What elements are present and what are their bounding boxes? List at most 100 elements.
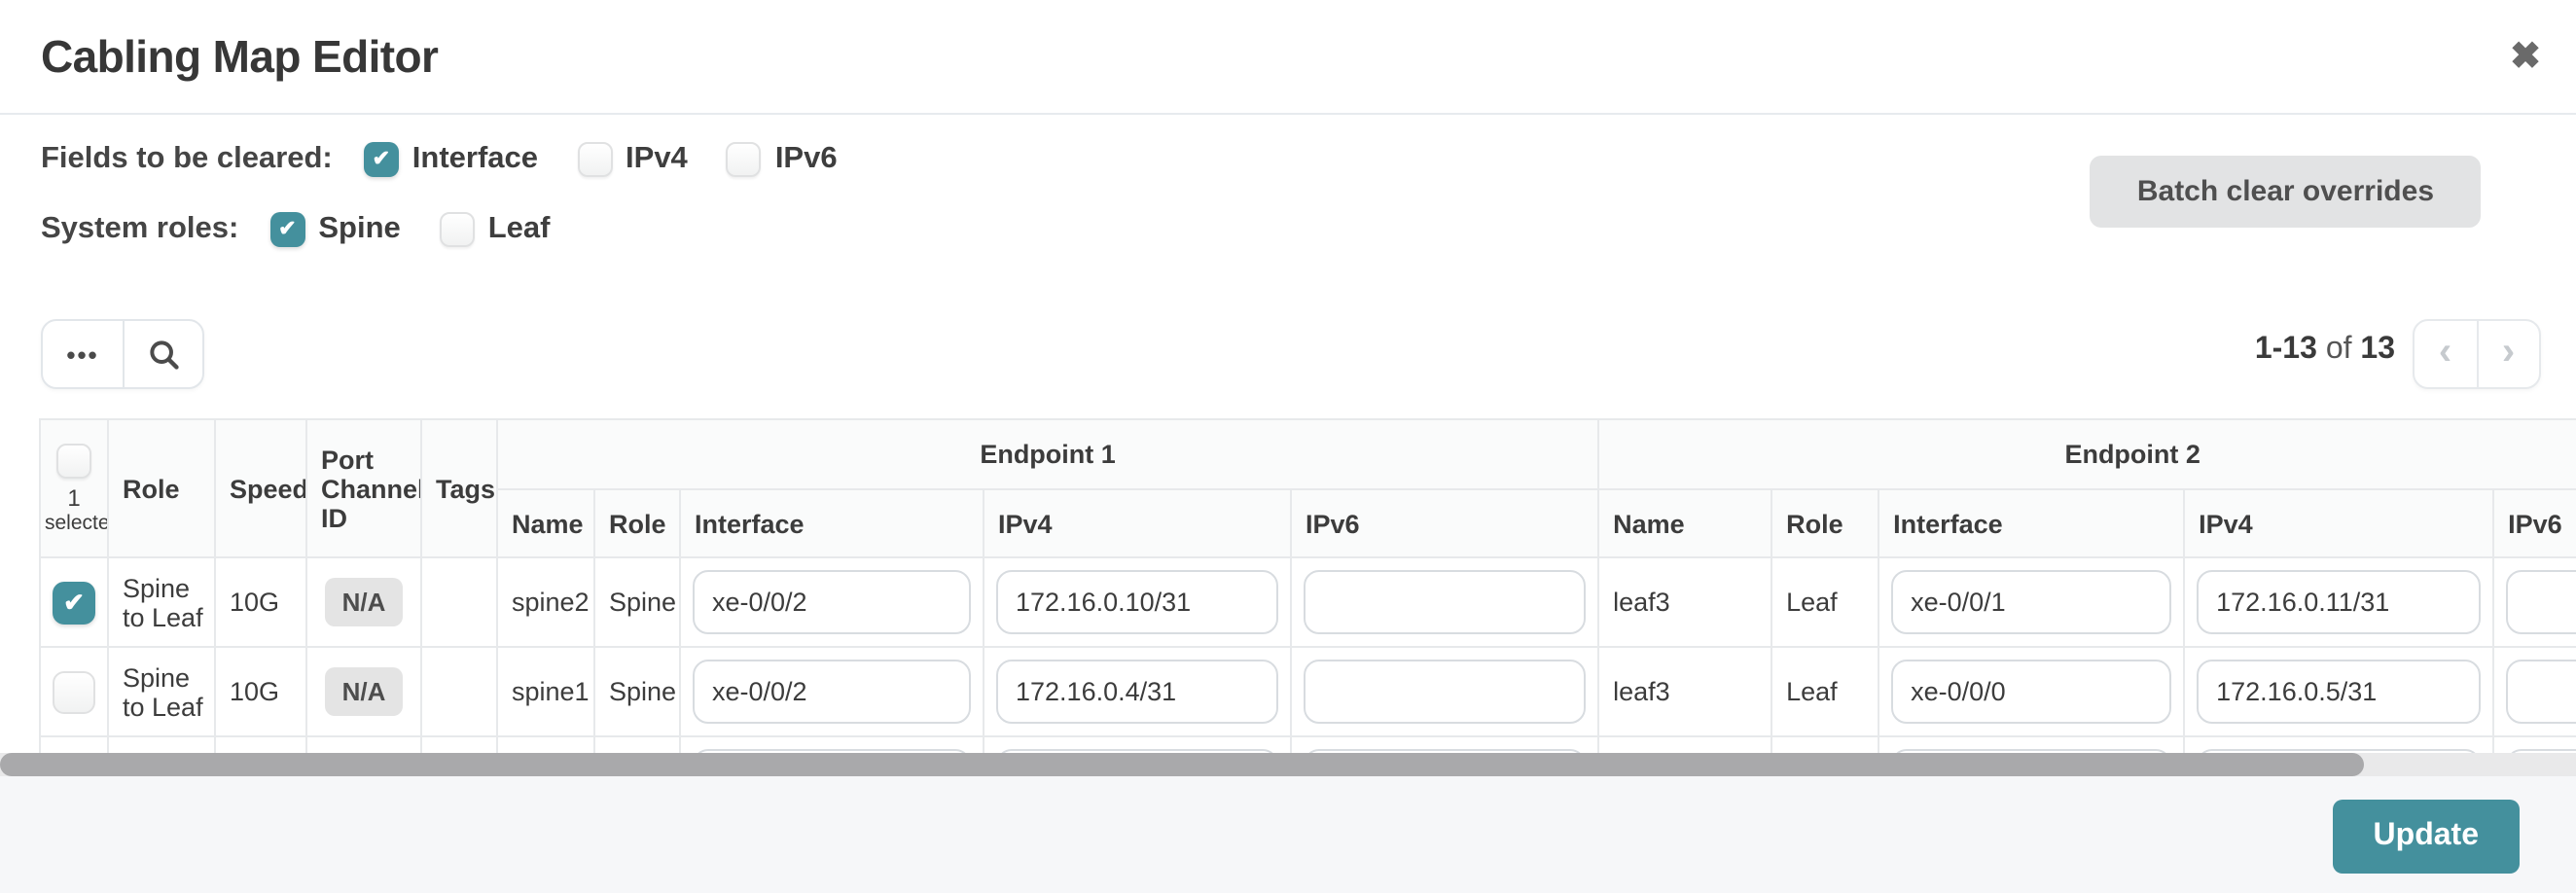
pagination-range: 1-13: [2254, 333, 2317, 366]
na-badge: N/A: [324, 578, 404, 626]
select-all-header: 1 selected: [39, 418, 109, 558]
interface-checkbox[interactable]: ✔: [363, 142, 399, 177]
tags-cell: [420, 735, 498, 753]
ep2-interface-cell: [1878, 556, 2186, 648]
pagination-total: 13: [2360, 333, 2395, 366]
tags-cell: [420, 646, 498, 737]
ep2-ipv6-input[interactable]: [2506, 660, 2576, 724]
checkbox-ipv6[interactable]: IPv6: [726, 142, 838, 177]
pagination-info: 1-13 of 13: [2255, 333, 2395, 368]
column-header-speed: Speed: [214, 418, 307, 558]
selected-count: 1: [67, 483, 81, 512]
ep2-role-cell: [1771, 735, 1880, 753]
speed-cell: 10G: [214, 556, 307, 648]
more-options-button[interactable]: •••: [43, 321, 123, 387]
ep2-ipv4-cell: [2183, 556, 2495, 648]
ep2-ipv4-cell: [2183, 735, 2495, 753]
modal-header: Cabling Map Editor ✖: [0, 0, 2576, 115]
ep2-interface-input[interactable]: [1891, 660, 2172, 724]
selected-word: selected: [45, 511, 106, 535]
search-button[interactable]: [123, 321, 202, 387]
ep1-ipv4-input[interactable]: [996, 660, 1278, 724]
ep2-interface-cell: [1878, 735, 2186, 753]
check-icon: ✔: [63, 588, 85, 617]
ep1-ipv4-cell: [983, 735, 1292, 753]
checkbox-ipv4[interactable]: IPv4: [577, 142, 688, 177]
next-page-button[interactable]: ›: [2476, 321, 2539, 387]
ep2-interface-input[interactable]: [1891, 570, 2172, 634]
table-sub-header-row: Name Role Interface IPv4 IPv6 Name Role …: [40, 488, 2576, 558]
ep1-name-cell: [496, 735, 595, 753]
ep2-header-ipv6: IPv6: [2492, 488, 2576, 558]
table-group-header-row: 1 selected Role Speed Port Channel ID Ta…: [39, 418, 2576, 558]
ep1-interface-input[interactable]: [693, 660, 971, 724]
checkbox-leaf[interactable]: Leaf: [439, 212, 551, 247]
table-toolbar: •••: [41, 319, 204, 389]
ep2-ipv4-cell: [2183, 646, 2495, 737]
row-select-cell: ✔: [39, 556, 109, 648]
ep2-ipv4-input[interactable]: [2197, 660, 2482, 724]
checkbox-spine[interactable]: ✔ Spine: [269, 212, 401, 247]
ep1-role-cell: Spine: [593, 556, 681, 648]
filter-controls: Fields to be cleared: ✔ Interface IPv4 I…: [41, 140, 877, 280]
batch-clear-overrides-button[interactable]: Batch clear overrides: [2090, 156, 2481, 228]
row-checkbox[interactable]: [53, 670, 95, 713]
ep1-ipv6-input[interactable]: [1304, 570, 1587, 634]
row-checkbox[interactable]: ✔: [53, 581, 95, 624]
ep1-interface-cell: [679, 646, 984, 737]
ipv6-checkbox[interactable]: [726, 142, 762, 177]
cabling-table-viewport: 1 selected Role Speed Port Channel ID Ta…: [39, 418, 2576, 753]
speed-cell: [214, 735, 307, 753]
fields-to-clear-row: Fields to be cleared: ✔ Interface IPv4 I…: [41, 140, 877, 179]
ep1-interface-cell: [679, 556, 984, 648]
column-header-port-channel-id: Port Channel ID: [305, 418, 422, 558]
column-header-tags: Tags: [420, 418, 498, 558]
ep2-name-cell: leaf3: [1597, 556, 1773, 648]
group-header-endpoint-2: Endpoint 2: [1597, 418, 2576, 490]
table-row: ✔ Spine to Leaf 10G N/A spine2 Spine lea…: [39, 556, 2576, 648]
ep2-ipv4-input[interactable]: [2197, 570, 2482, 634]
ep1-header-ipv4: IPv4: [983, 488, 1292, 558]
ep1-interface-cell: [679, 735, 984, 753]
ep1-ipv6-input[interactable]: [1304, 660, 1587, 724]
ep1-ipv6-cell: [1289, 646, 1600, 737]
ep1-interface-input[interactable]: [693, 570, 971, 634]
chevron-left-icon: ‹: [2438, 331, 2452, 374]
ipv4-checkbox[interactable]: [577, 142, 613, 177]
fields-to-clear-label: Fields to be cleared:: [41, 142, 333, 175]
leaf-checkbox[interactable]: [439, 212, 475, 247]
horizontal-scrollbar-thumb[interactable]: [0, 753, 2364, 776]
ep2-ipv6-input[interactable]: [2506, 570, 2576, 634]
page-title: Cabling Map Editor: [41, 30, 439, 81]
role-cell: Spine to Leaf: [107, 556, 216, 648]
row-select-cell: [39, 646, 109, 737]
ep1-ipv6-cell: [1289, 556, 1600, 648]
role-cell: Spine to Leaf: [107, 646, 216, 737]
ep1-header-name: Name: [496, 488, 595, 558]
pagination-of: of: [2325, 333, 2352, 366]
system-roles-label: System roles:: [41, 212, 239, 245]
na-badge: N/A: [324, 667, 404, 716]
update-button[interactable]: Update: [2332, 800, 2520, 874]
check-icon: ✔: [372, 147, 390, 170]
speed-cell: 10G: [214, 646, 307, 737]
tags-cell: [420, 556, 498, 648]
prev-page-button[interactable]: ‹: [2415, 321, 2476, 387]
row-select-cell: [39, 735, 109, 753]
close-icon[interactable]: ✖: [2510, 36, 2541, 77]
spine-checkbox[interactable]: ✔: [269, 212, 305, 247]
ep2-ipv6-cell: [2492, 556, 2576, 648]
ep1-ipv4-cell: [983, 556, 1292, 648]
ep1-ipv4-input[interactable]: [996, 570, 1278, 634]
ep2-header-ipv4: IPv4: [2183, 488, 2495, 558]
select-all-checkbox[interactable]: [56, 443, 91, 479]
ep2-name-cell: [1597, 735, 1773, 753]
ep2-ipv6-cell: [2492, 735, 2576, 753]
search-icon: [149, 339, 178, 369]
checkbox-interface[interactable]: ✔ Interface: [363, 142, 538, 177]
ep1-ipv6-cell: [1289, 735, 1600, 753]
ep1-header-ipv6: IPv6: [1289, 488, 1600, 558]
ep2-header-name: Name: [1597, 488, 1773, 558]
table-row: Spine to Leaf 10G N/A spine1 Spine leaf3…: [39, 646, 2576, 737]
